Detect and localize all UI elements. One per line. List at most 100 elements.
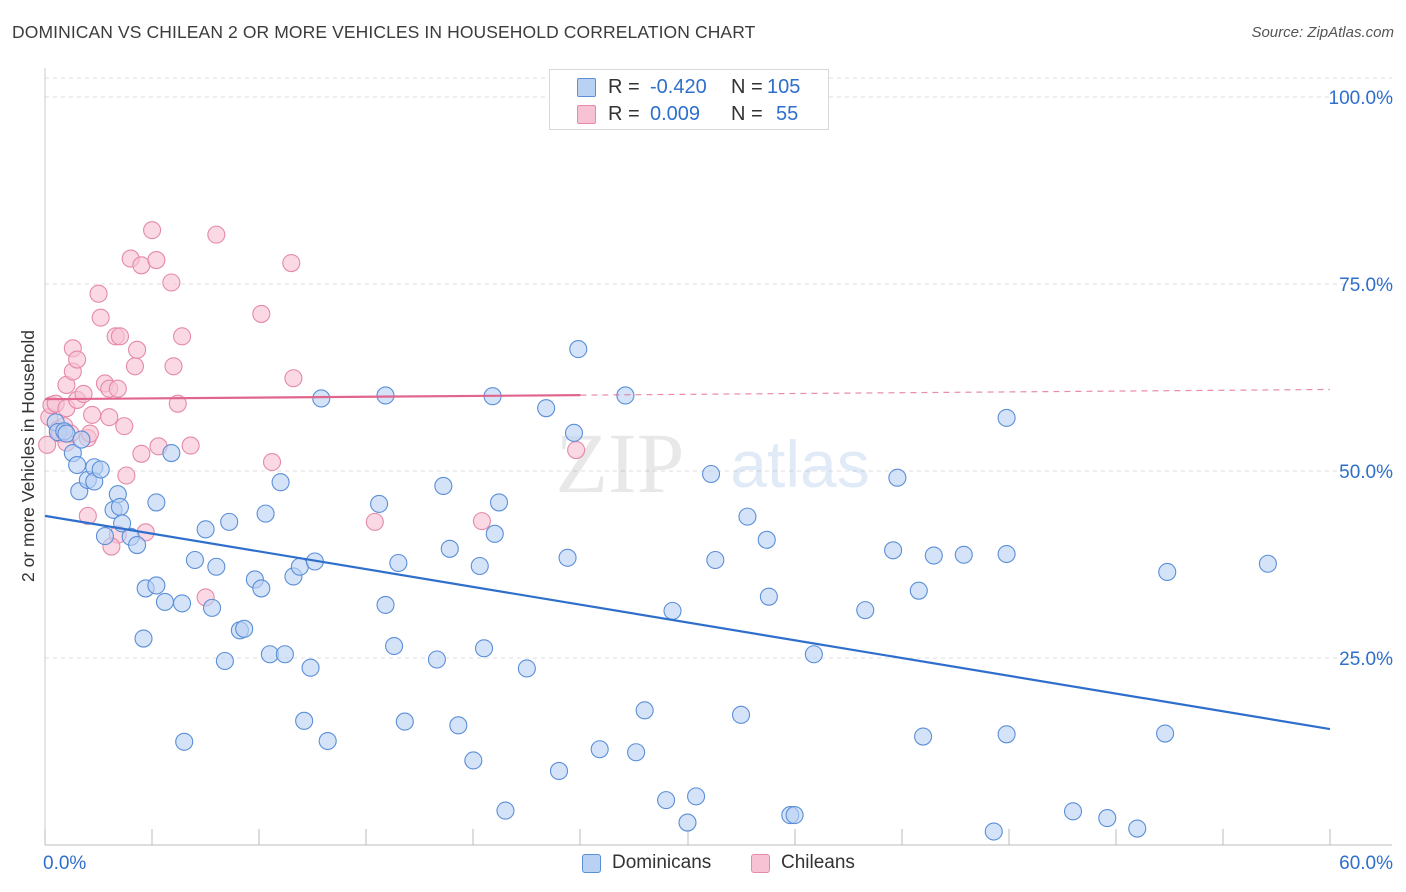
chilean-point — [365, 512, 384, 531]
legend-n-label: N = — [731, 75, 763, 98]
dominican-point — [496, 801, 515, 820]
chilean-point — [115, 417, 134, 436]
dominican-point — [914, 727, 933, 746]
source-label: Source: ZipAtlas.com — [1251, 24, 1394, 41]
dominican-point — [376, 386, 395, 405]
chilean-point — [108, 379, 127, 398]
dominican-point — [731, 705, 751, 724]
dominican-point — [395, 712, 414, 731]
legend-item-chileans[interactable]: Chileans — [751, 852, 855, 874]
dominican-point — [464, 751, 483, 770]
dominican-point — [185, 550, 204, 570]
chart-title: DOMINICAN VS CHILEAN 2 OR MORE VEHICLES … — [12, 22, 756, 42]
dominican-point — [616, 386, 635, 405]
legend-label-chileans: Chileans — [781, 852, 855, 873]
x-tick-label-min: 0.0% — [43, 853, 86, 874]
dominican-point — [275, 645, 294, 664]
chilean-point — [181, 436, 200, 455]
legend-row-chileans: R = 0.009 N = 55 — [550, 101, 830, 127]
legend-n-value: 55 — [776, 102, 799, 125]
chilean-point — [132, 444, 151, 463]
y-tick-label: 50.0% — [1339, 462, 1393, 483]
dominican-point — [203, 598, 222, 617]
chilean-point — [91, 308, 110, 327]
x-tick-label-max: 60.0% — [1339, 853, 1393, 874]
chilean-point — [173, 327, 192, 346]
chilean-point — [78, 506, 97, 525]
chilean-point — [117, 466, 136, 485]
chilean-point — [143, 221, 162, 240]
watermark-atlas: atlas — [730, 427, 869, 501]
chilean-point — [147, 251, 166, 270]
dominican-point — [1258, 554, 1277, 573]
dominican-point — [678, 813, 697, 832]
dominican-point — [474, 639, 494, 658]
y-tick-label: 25.0% — [1339, 649, 1393, 670]
dominican-point — [312, 389, 331, 408]
chilean-point — [132, 256, 151, 275]
legend-r-label: R = — [608, 75, 640, 98]
dominican-point — [909, 581, 928, 600]
axis-layer — [44, 68, 1392, 846]
dominican-point — [702, 464, 721, 484]
chilean-point — [89, 284, 108, 303]
chilean-point — [164, 357, 183, 376]
watermark: ZIP atlas — [556, 415, 870, 511]
legend-n-label: N = — [731, 102, 763, 125]
dominicans-points — [46, 340, 1277, 841]
chilean-point — [472, 512, 491, 531]
dominican-point — [984, 822, 1003, 841]
dominican-point — [997, 725, 1016, 744]
dominican-point — [207, 557, 226, 576]
chilean-point — [207, 225, 226, 244]
dominican-point — [635, 701, 654, 720]
dominican-point — [1098, 809, 1117, 828]
legend-r-value: -0.420 — [650, 75, 707, 98]
dominican-point — [804, 645, 823, 664]
chilean-point — [567, 441, 586, 460]
legend-item-dominicans[interactable]: Dominicans — [582, 852, 711, 874]
dominican-point — [757, 530, 776, 549]
dominican-point — [235, 619, 254, 638]
dominican-point — [517, 659, 536, 678]
y-tick-label: 75.0% — [1339, 275, 1393, 296]
chileans-points — [38, 221, 586, 607]
dominican-point — [924, 546, 943, 565]
dominican-point — [569, 340, 588, 359]
chilean-point — [262, 452, 282, 472]
chilean-point — [128, 340, 147, 359]
chilean-point — [38, 435, 57, 454]
dominican-point — [1156, 724, 1175, 743]
dominican-point — [147, 493, 166, 512]
legend-row-dominicans: R = -0.420 N = 105 — [550, 74, 830, 100]
trend-lines — [44, 388, 1331, 731]
dominican-point — [888, 468, 907, 487]
chilean-point — [284, 369, 303, 388]
dominican-point — [627, 743, 646, 762]
dominican-point — [1128, 819, 1147, 838]
dominican-point — [95, 527, 115, 546]
dominican-point — [489, 493, 509, 512]
dominican-point — [196, 520, 215, 539]
dominican-point — [162, 443, 181, 463]
dominican-point — [290, 557, 309, 576]
dominican-point — [558, 548, 577, 567]
dominican-point — [215, 651, 234, 671]
chilean-point — [125, 357, 144, 376]
dominican-point — [68, 455, 87, 475]
dominican-point — [785, 806, 804, 825]
dominican-point — [301, 658, 320, 677]
series-legend: Dominicans Chileans — [0, 852, 1406, 878]
dominican-point — [147, 576, 166, 595]
chilean-point — [100, 408, 119, 427]
dominican-point — [537, 399, 556, 418]
dominican-point — [110, 497, 130, 516]
dominican-point — [470, 556, 489, 576]
grid-layer — [45, 77, 1392, 659]
dominican-point — [954, 545, 973, 564]
dominican-point — [318, 731, 337, 751]
dominican-point — [564, 423, 584, 442]
dominican-point — [856, 601, 875, 620]
legend-n-value: 105 — [767, 75, 801, 98]
dominican-point — [252, 579, 271, 598]
